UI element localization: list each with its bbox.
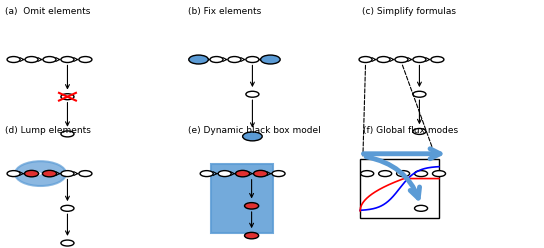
- Circle shape: [377, 57, 390, 62]
- Circle shape: [24, 170, 39, 177]
- Circle shape: [379, 171, 392, 177]
- Circle shape: [61, 240, 74, 246]
- Circle shape: [272, 171, 285, 177]
- Circle shape: [61, 131, 74, 137]
- Circle shape: [61, 94, 74, 100]
- Circle shape: [200, 171, 213, 177]
- Circle shape: [79, 171, 92, 177]
- Circle shape: [431, 57, 444, 62]
- Circle shape: [361, 171, 374, 177]
- Circle shape: [42, 170, 57, 177]
- Circle shape: [7, 57, 20, 62]
- Circle shape: [61, 171, 74, 177]
- Circle shape: [61, 57, 74, 62]
- Circle shape: [61, 205, 74, 211]
- Circle shape: [413, 128, 426, 134]
- Text: (f) Global flux modes: (f) Global flux modes: [363, 126, 459, 135]
- Circle shape: [245, 232, 259, 239]
- Circle shape: [395, 57, 408, 62]
- Circle shape: [359, 57, 372, 62]
- Circle shape: [413, 91, 426, 97]
- Circle shape: [236, 170, 250, 177]
- Circle shape: [189, 55, 208, 64]
- Circle shape: [243, 132, 262, 141]
- Circle shape: [415, 205, 428, 211]
- Circle shape: [261, 55, 280, 64]
- Circle shape: [246, 91, 259, 97]
- Circle shape: [7, 171, 20, 177]
- Circle shape: [397, 171, 410, 177]
- Circle shape: [43, 57, 56, 62]
- Text: (b) Fix elements: (b) Fix elements: [188, 7, 261, 16]
- Circle shape: [79, 57, 92, 62]
- Ellipse shape: [15, 161, 66, 186]
- Circle shape: [218, 171, 231, 177]
- Text: (d) Lump elements: (d) Lump elements: [5, 126, 91, 135]
- Circle shape: [228, 57, 241, 62]
- Circle shape: [245, 203, 259, 209]
- Circle shape: [210, 57, 223, 62]
- Text: (e) Dynamic black box model: (e) Dynamic black box model: [188, 126, 320, 135]
- Bar: [360, 159, 439, 218]
- Circle shape: [246, 57, 259, 62]
- Circle shape: [415, 171, 428, 177]
- Circle shape: [254, 170, 268, 177]
- Text: (a)  Omit elements: (a) Omit elements: [5, 7, 91, 16]
- Circle shape: [432, 171, 446, 177]
- Bar: [211, 164, 273, 233]
- Circle shape: [413, 57, 426, 62]
- Text: (c) Simplify formulas: (c) Simplify formulas: [362, 7, 456, 16]
- Circle shape: [25, 57, 38, 62]
